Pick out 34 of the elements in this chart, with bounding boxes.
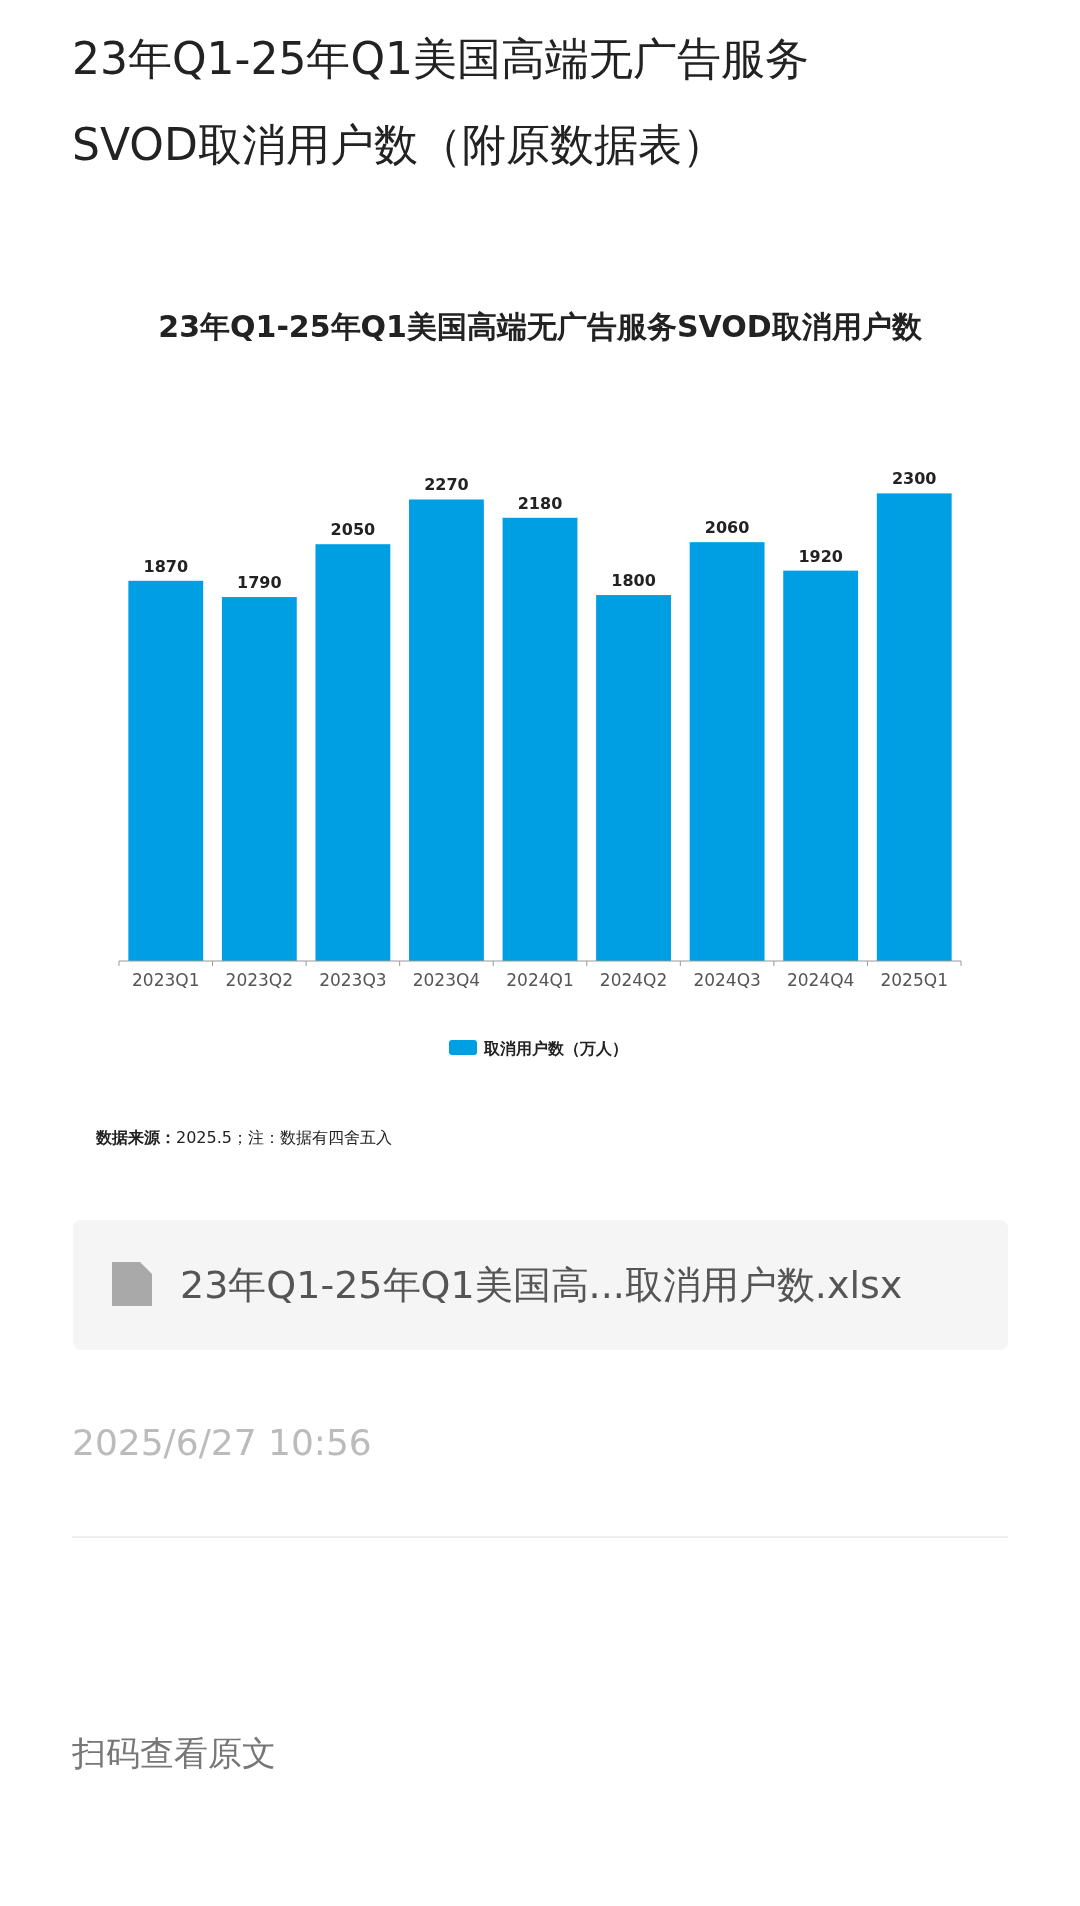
chart-title: 23年Q1-25年Q1美国高端无广告服务SVOD取消用户数 xyxy=(158,309,923,344)
data-label: 2180 xyxy=(517,493,563,513)
data-label: 1800 xyxy=(611,571,656,591)
bar xyxy=(128,580,204,961)
bar xyxy=(783,570,859,961)
data-label: 1790 xyxy=(237,573,282,593)
text: 扫码查看原文 xyxy=(71,1733,276,1773)
x-tick-label: 2023Q1 xyxy=(132,970,200,990)
x-tick-label: 2024Q3 xyxy=(693,970,761,990)
x-tick-label: 2023Q4 xyxy=(412,970,481,990)
x-tick-label: 2024Q2 xyxy=(599,970,668,990)
x-tick-label: 2024Q4 xyxy=(786,970,855,990)
chart-subtitle: 23年Q1-25年Q1美国高端无广告服务SVOD取消用户数（附原数据表） xyxy=(72,33,810,170)
bar xyxy=(596,595,671,961)
bar xyxy=(315,544,391,961)
bar xyxy=(221,597,297,961)
data-label: 2270 xyxy=(424,475,469,495)
legend-label: 取消用户数（万人） xyxy=(483,1039,628,1058)
data-label: 2300 xyxy=(891,469,937,489)
x-tick-label: 2023Q2 xyxy=(225,970,294,990)
bar xyxy=(876,493,952,961)
data-label: 2060 xyxy=(704,518,750,538)
x-tick-label: 2025Q1 xyxy=(880,970,948,990)
bar xyxy=(689,542,765,961)
text: 23年Q1-25年Q1美国高...取消用户数.xlsx xyxy=(180,1263,903,1307)
bar xyxy=(502,517,578,961)
x-tick-label: 2024Q1 xyxy=(506,970,574,990)
data-label: 1920 xyxy=(798,546,843,566)
x-tick-label: 2023Q3 xyxy=(319,970,387,990)
text: 数据来源：2025.5；注：数据有四舍五入 xyxy=(95,1128,392,1147)
data-label: 1870 xyxy=(143,556,189,576)
text: 2025/6/27 10:56 xyxy=(72,1422,372,1463)
data-label: 2050 xyxy=(330,520,376,540)
bar xyxy=(409,499,484,961)
